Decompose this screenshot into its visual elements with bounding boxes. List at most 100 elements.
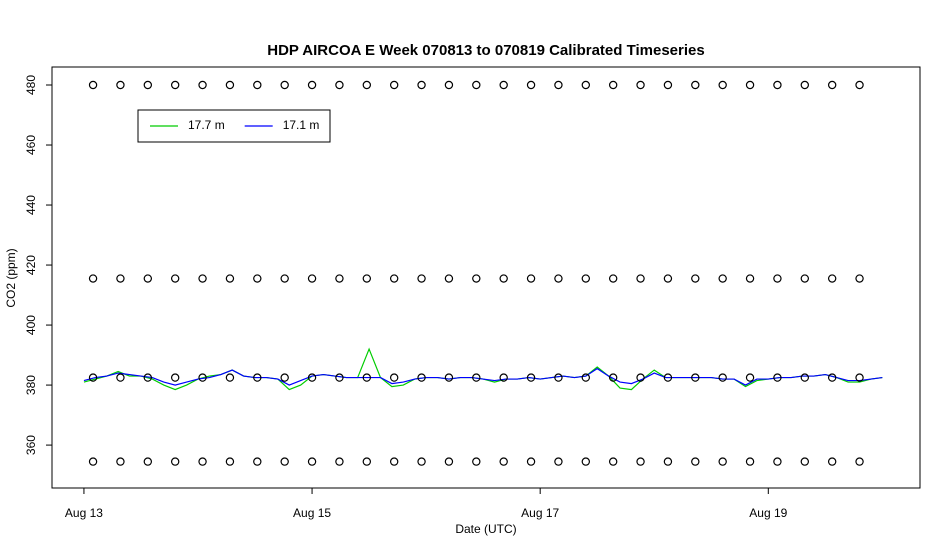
calibration-point: [581, 274, 591, 283]
calibration-point: [718, 457, 727, 466]
calibration-point: [773, 274, 782, 283]
calibration-point: [389, 274, 399, 283]
calibration-point: [143, 457, 153, 466]
calibration-point: [335, 80, 344, 90]
calibration-point: [198, 373, 207, 382]
calibration-point: [663, 457, 673, 466]
calibration-point: [526, 457, 536, 466]
calibration-point: [691, 373, 700, 382]
calibration-point: [335, 274, 344, 283]
legend-label: 17.1 m: [283, 118, 320, 132]
calibration-point: [855, 80, 864, 90]
calibration-point: [554, 457, 563, 466]
calibration-point: [198, 80, 207, 90]
calibration-point: [253, 80, 262, 90]
calibration-point: [88, 457, 98, 466]
calibration-point: [362, 457, 372, 466]
calibration-point: [608, 373, 618, 382]
calibration-point: [417, 373, 426, 382]
calibration-point: [691, 80, 700, 90]
calibration-point: [143, 373, 153, 382]
calibration-point: [170, 80, 180, 90]
calibration-point: [554, 80, 563, 90]
calibration-point: [800, 274, 809, 283]
calibration-point: [362, 274, 372, 283]
calibration-point: [362, 373, 372, 382]
calibration-point: [636, 457, 645, 466]
calibration-point: [472, 80, 481, 90]
calibration-point: [307, 457, 317, 466]
calibration-point: [745, 457, 755, 466]
calibration-point: [581, 373, 591, 382]
calibration-point: [636, 80, 645, 90]
calibration-point: [581, 457, 591, 466]
calibration-point: [663, 373, 673, 382]
calibration-point: [225, 80, 235, 90]
calibration-point: [280, 457, 289, 466]
calibration-point: [280, 274, 289, 283]
calibration-point: [800, 80, 809, 90]
calibration-point: [718, 80, 727, 90]
calibration-point: [855, 274, 864, 283]
calibration-point: [444, 274, 454, 283]
x-axis-label: Date (UTC): [455, 522, 516, 536]
calibration-point: [417, 274, 426, 283]
calibration-point: [663, 80, 673, 90]
calibration-point: [116, 373, 125, 382]
calibration-point: [307, 274, 317, 283]
calibration-point: [718, 274, 727, 283]
calibration-point: [526, 274, 536, 283]
y-tick-label: 440: [24, 195, 38, 215]
calibration-point: [663, 274, 673, 283]
calibration-point: [827, 373, 837, 382]
calibration-point: [143, 80, 153, 90]
calibration-point: [335, 373, 344, 382]
x-tick-label: Aug 19: [749, 506, 787, 520]
y-axis-label: CO2 (ppm): [4, 248, 18, 307]
calibration-point: [827, 80, 837, 90]
calibration-point: [855, 457, 864, 466]
calibration-point: [307, 373, 317, 382]
calibration-point: [116, 80, 125, 90]
calibration-point: [581, 80, 591, 90]
calibration-point: [526, 80, 536, 90]
calibration-point: [827, 457, 837, 466]
calibration-point: [389, 80, 399, 90]
calibration-point: [389, 373, 399, 382]
calibration-point: [253, 274, 262, 283]
calibration-point: [745, 80, 755, 90]
calibration-point: [335, 457, 344, 466]
calibration-point: [417, 80, 426, 90]
calibration-point: [608, 80, 618, 90]
calibration-point: [280, 80, 289, 90]
calibration-point: [417, 457, 426, 466]
calibration-point: [472, 274, 481, 283]
calibration-point: [444, 80, 454, 90]
calibration-point: [499, 80, 508, 90]
calibration-point: [526, 373, 536, 382]
calibration-point: [198, 274, 207, 283]
calibration-point: [608, 274, 618, 283]
calibration-point: [773, 80, 782, 90]
calibration-point: [389, 457, 399, 466]
calibration-point: [444, 457, 454, 466]
calibration-point: [280, 373, 289, 382]
calibration-point: [691, 274, 700, 283]
chart-title: HDP AIRCOA E Week 070813 to 070819 Calib…: [267, 42, 704, 59]
calibration-point: [444, 373, 454, 382]
calibration-point: [170, 457, 180, 466]
calibration-point: [773, 457, 782, 466]
calibration-point: [745, 373, 755, 382]
calibration-point: [472, 457, 481, 466]
calibration-point: [554, 373, 563, 382]
series-line: [83, 367, 883, 386]
legend-label: 17.7 m: [188, 118, 225, 132]
calibration-point: [307, 80, 317, 90]
calibration-point: [827, 274, 837, 283]
calibration-point: [745, 274, 755, 283]
y-tick-label: 480: [24, 75, 38, 95]
calibration-point: [253, 457, 262, 466]
calibration-point: [362, 80, 372, 90]
calibration-point: [691, 457, 700, 466]
calibration-point: [225, 274, 235, 283]
